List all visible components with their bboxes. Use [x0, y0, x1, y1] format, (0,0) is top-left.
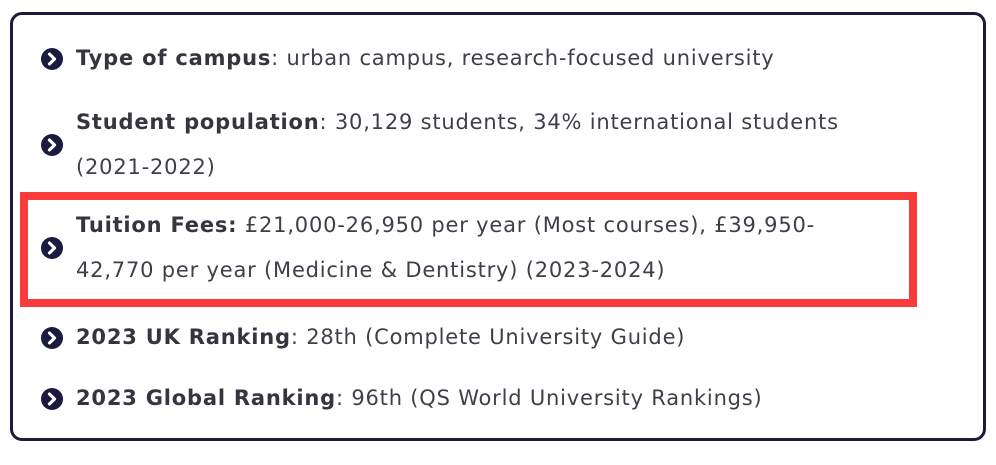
- fact-value: : 30,129 students, 34% international stu…: [319, 110, 839, 134]
- fact-text-campus-type: Type of campus: urban campus, research-f…: [76, 36, 775, 81]
- chevron-right-circle-icon: [41, 326, 63, 349]
- fact-item-tuition-fees-highlighted: Tuition Fees: £21,000-26,950 per year (M…: [20, 192, 917, 307]
- fact-value: : urban campus, research-focused univers…: [271, 46, 775, 70]
- chevron-right-circle-icon: [41, 47, 63, 70]
- fact-value: : 28th (Complete University Guide): [290, 325, 686, 349]
- fact-text-student-population: Student population: 30,129 students, 34%…: [76, 100, 839, 190]
- fact-value: (2021-2022): [76, 155, 216, 179]
- chevron-right-circle-icon: [41, 387, 63, 410]
- fact-label: Tuition Fees:: [76, 213, 238, 237]
- university-facts-list: Type of campus: urban campus, research-f…: [20, 36, 943, 421]
- fact-label: Type of campus: [76, 46, 272, 70]
- fact-label: 2023 UK Ranking: [76, 325, 291, 349]
- university-info-card: Type of campus: urban campus, research-f…: [10, 12, 986, 441]
- fact-value: : 96th (QS World University Rankings): [335, 386, 763, 410]
- chevron-right-circle-icon: [41, 134, 63, 156]
- fact-label: Student population: [76, 110, 320, 134]
- fact-item-global-ranking: 2023 Global Ranking: 96th (QS World Univ…: [41, 376, 943, 421]
- fact-value: £21,000-26,950 per year (Most courses), …: [237, 213, 816, 237]
- chevron-right-circle-icon: [41, 237, 63, 259]
- fact-item-student-population: Student population: 30,129 students, 34%…: [41, 100, 943, 190]
- fact-value: 42,770 per year (Medicine & Dentistry) (…: [76, 258, 666, 282]
- fact-text-uk-ranking: 2023 UK Ranking: 28th (Complete Universi…: [76, 315, 685, 360]
- fact-item-campus-type: Type of campus: urban campus, research-f…: [41, 36, 943, 81]
- fact-text-global-ranking: 2023 Global Ranking: 96th (QS World Univ…: [76, 376, 763, 421]
- fact-label: 2023 Global Ranking: [76, 386, 336, 410]
- fact-item-uk-ranking: 2023 UK Ranking: 28th (Complete Universi…: [41, 315, 943, 360]
- fact-text-tuition-fees: Tuition Fees: £21,000-26,950 per year (M…: [76, 203, 815, 293]
